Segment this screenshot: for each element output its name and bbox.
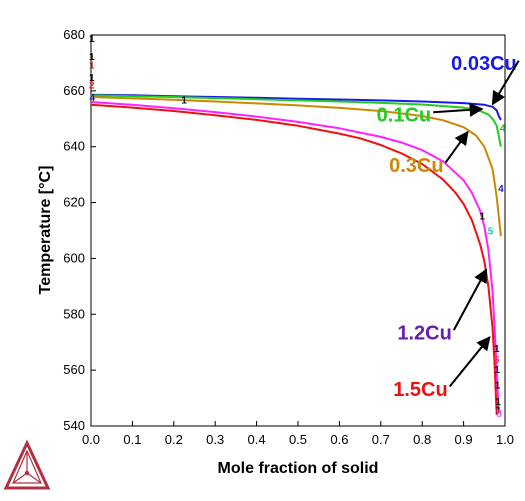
- curve-marker: 4: [500, 123, 506, 134]
- annotation-arrow-1-5cu: [448, 336, 491, 388]
- curve-marker: 1: [181, 95, 187, 106]
- y-tick-label: 540: [63, 418, 85, 433]
- series-layer: [90, 93, 502, 415]
- curve-marker: 1: [89, 52, 95, 63]
- x-tick-label: 0.3: [206, 432, 224, 447]
- annotation-layer: 0.03Cu 0.1Cu 0.3Cu 1.2Cu 1.5Cu: [377, 53, 520, 401]
- curve-marker: 5: [494, 355, 500, 366]
- curve-marker: 1: [89, 73, 95, 84]
- annotation-0-03cu: 0.03Cu: [451, 53, 517, 75]
- thermo-calc-logo: [3, 439, 51, 490]
- x-tick-label: 0.5: [289, 432, 307, 447]
- plot-frame: [90, 34, 506, 427]
- x-tick-label: 0.0: [82, 432, 100, 447]
- annotation-arrow-0-1cu: [433, 102, 484, 117]
- y-tick-label: 680: [63, 27, 85, 42]
- x-tick-label: 0.6: [330, 432, 348, 447]
- curve-marker: 1: [496, 405, 502, 416]
- x-axis: 0.0 0.1 0.2 0.3 0.4 0.5 0.6 0.7 0.8 0.9 1.0: [82, 421, 514, 447]
- x-tick-label: 0.2: [165, 432, 183, 447]
- annotation-arrow-0-03cu: [491, 60, 520, 106]
- series-line-1-2cu: [90, 101, 500, 413]
- curve-marker: 1: [495, 397, 501, 408]
- annotation-1-2cu: 1.2Cu: [397, 322, 451, 344]
- curve-marker: 1: [494, 365, 500, 376]
- curve-marker: 4: [498, 184, 504, 195]
- x-tick-label: 0.1: [123, 432, 141, 447]
- y-tick-label: 640: [63, 139, 85, 154]
- y-tick-label: 600: [63, 250, 85, 265]
- annotation-arrow-0-3cu: [444, 130, 469, 164]
- y-tick-label: 580: [63, 306, 85, 321]
- y-tick-label: 620: [63, 195, 85, 210]
- curve-marker: 8: [496, 409, 502, 420]
- annotation-1-5cu: 1.5Cu: [393, 379, 447, 401]
- x-tick-label: 0.7: [372, 432, 390, 447]
- series-line-0-1cu: [90, 94, 502, 147]
- curve-marker: 5: [488, 227, 494, 238]
- curve-marker: 1: [479, 211, 485, 222]
- x-tick-label: 0.9: [455, 432, 473, 447]
- y-tick-label: 660: [63, 83, 85, 98]
- series-line-0-3cu: [90, 96, 502, 237]
- series-line-1-5cu: [90, 103, 498, 415]
- curve-marker: 4: [89, 93, 95, 104]
- curve-marker: 1: [494, 344, 500, 355]
- y-tick-label: 560: [63, 362, 85, 377]
- x-tick-label: 0.8: [413, 432, 431, 447]
- x-tick-label: 1.0: [496, 432, 514, 447]
- curve-marker: 1: [495, 380, 501, 391]
- curve-marker: 1: [89, 34, 95, 45]
- x-tick-label: 0.4: [248, 432, 266, 447]
- annotation-0-3cu: 0.3Cu: [389, 155, 443, 177]
- annotation-0-1cu: 0.1Cu: [377, 105, 431, 127]
- curve-marker: 1: [89, 61, 95, 72]
- y-axis-label: Temperature [°C]: [37, 166, 54, 295]
- x-axis-label: Mole fraction of solid: [218, 460, 379, 477]
- annotation-arrow-1-2cu: [452, 268, 488, 331]
- curve-marker: 2: [89, 81, 95, 92]
- y-axis: 540 560 580 600 620 640 660 680: [63, 27, 96, 433]
